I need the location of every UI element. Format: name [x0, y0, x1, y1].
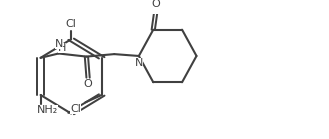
Text: NH₂: NH₂ [37, 106, 58, 116]
Text: N: N [55, 39, 63, 49]
Text: N: N [135, 58, 143, 68]
Text: H: H [58, 43, 66, 53]
Text: O: O [84, 80, 92, 89]
Text: O: O [152, 0, 160, 9]
Text: Cl: Cl [70, 104, 81, 114]
Text: Cl: Cl [66, 19, 77, 29]
